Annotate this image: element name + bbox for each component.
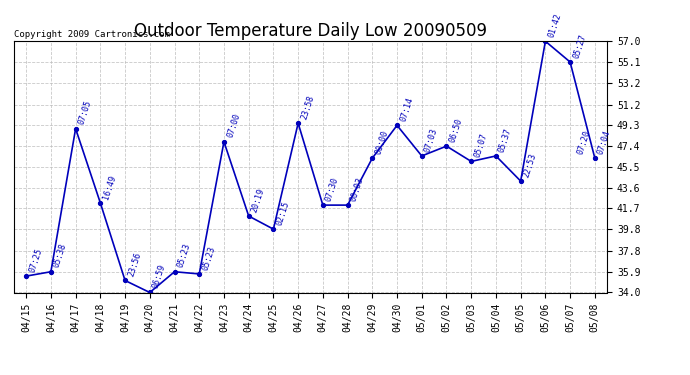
- Text: 07:05: 07:05: [77, 99, 93, 126]
- Text: 00:03: 00:03: [349, 176, 365, 203]
- Text: Copyright 2009 Cartronics.com: Copyright 2009 Cartronics.com: [14, 30, 170, 39]
- Text: 07:04: 07:04: [596, 129, 613, 155]
- Text: 07:03: 07:03: [423, 127, 440, 153]
- Text: 02:15: 02:15: [275, 200, 291, 226]
- Text: 00:00: 00:00: [374, 129, 390, 155]
- Text: 23:58: 23:58: [299, 94, 316, 120]
- Text: 20:19: 20:19: [250, 187, 266, 213]
- Text: 23:56: 23:56: [126, 251, 143, 278]
- Text: 01:42: 01:42: [546, 12, 563, 39]
- Text: 06:59: 06:59: [151, 263, 168, 290]
- Text: 06:50: 06:50: [448, 117, 464, 143]
- Text: 07:00: 07:00: [226, 112, 241, 139]
- Text: 07:30: 07:30: [324, 176, 341, 203]
- Title: Outdoor Temperature Daily Low 20090509: Outdoor Temperature Daily Low 20090509: [134, 22, 487, 40]
- Text: 05:38: 05:38: [52, 242, 68, 269]
- Text: 07:25: 07:25: [28, 247, 44, 273]
- Text: 05:23: 05:23: [176, 242, 193, 269]
- Text: 05:23: 05:23: [201, 244, 217, 271]
- Text: 05:07: 05:07: [473, 132, 489, 159]
- Text: 07:14: 07:14: [398, 96, 415, 123]
- Text: 05:27: 05:27: [571, 33, 588, 59]
- Text: 22:53: 22:53: [522, 152, 538, 178]
- Text: 16:49: 16:49: [101, 174, 118, 200]
- Text: 05:37: 05:37: [497, 127, 513, 153]
- Text: 07:20: 07:20: [575, 129, 592, 155]
